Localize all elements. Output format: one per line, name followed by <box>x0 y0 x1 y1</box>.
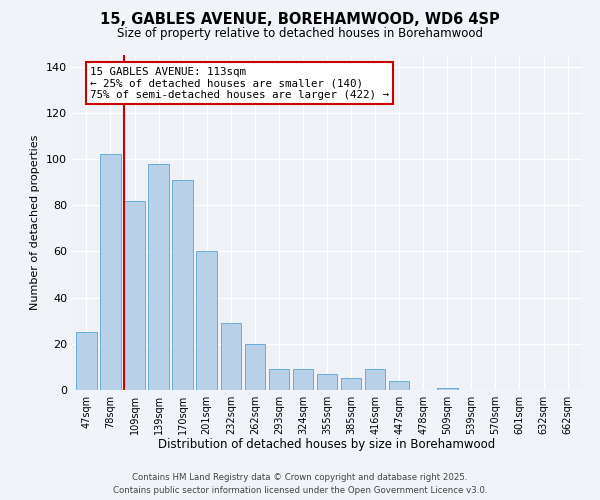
Text: Size of property relative to detached houses in Borehamwood: Size of property relative to detached ho… <box>117 28 483 40</box>
Bar <box>437 388 458 390</box>
Text: Contains HM Land Registry data © Crown copyright and database right 2025.
Contai: Contains HM Land Registry data © Crown c… <box>113 474 487 495</box>
Bar <box>148 164 169 390</box>
Bar <box>269 369 289 390</box>
Bar <box>196 252 217 390</box>
Bar <box>172 180 193 390</box>
Bar <box>293 369 313 390</box>
Bar <box>221 323 241 390</box>
Bar <box>124 200 145 390</box>
Bar <box>76 332 97 390</box>
Bar <box>317 374 337 390</box>
Y-axis label: Number of detached properties: Number of detached properties <box>31 135 40 310</box>
Text: 15, GABLES AVENUE, BOREHAMWOOD, WD6 4SP: 15, GABLES AVENUE, BOREHAMWOOD, WD6 4SP <box>100 12 500 28</box>
Bar <box>100 154 121 390</box>
Bar <box>389 381 409 390</box>
Text: 15 GABLES AVENUE: 113sqm
← 25% of detached houses are smaller (140)
75% of semi-: 15 GABLES AVENUE: 113sqm ← 25% of detach… <box>90 66 389 100</box>
Bar <box>365 369 385 390</box>
X-axis label: Distribution of detached houses by size in Borehamwood: Distribution of detached houses by size … <box>158 438 496 452</box>
Bar <box>245 344 265 390</box>
Bar <box>341 378 361 390</box>
